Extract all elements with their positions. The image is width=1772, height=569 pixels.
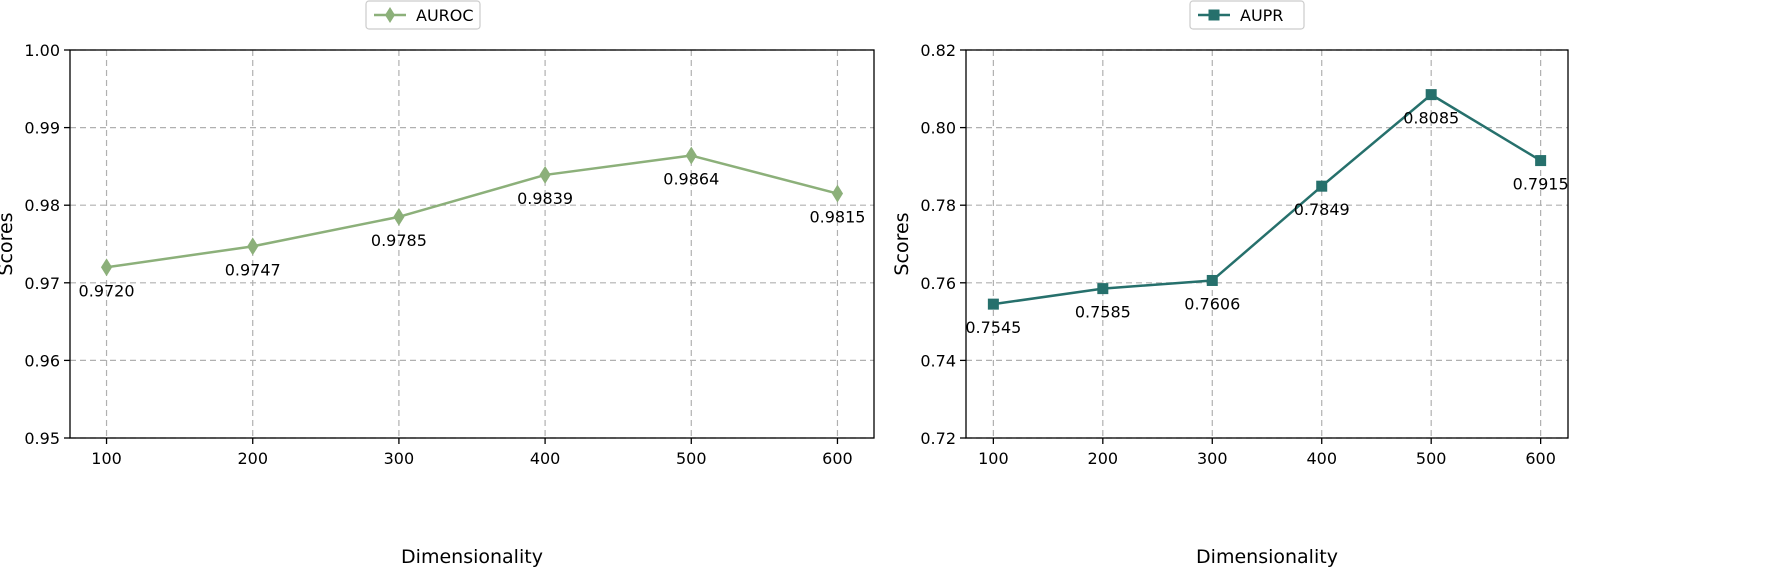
data-point xyxy=(1206,274,1218,286)
data-point xyxy=(539,165,551,184)
legend-marker xyxy=(1208,9,1220,21)
data-label: 0.7915 xyxy=(1513,175,1569,194)
x-axis-label: Dimensionality xyxy=(401,546,543,568)
x-tick-label: 500 xyxy=(1416,449,1447,468)
x-tick-label: 100 xyxy=(91,449,122,468)
plot-frame xyxy=(965,49,1569,439)
x-tick-label: 400 xyxy=(1306,449,1337,468)
x-axis-label: Dimensionality xyxy=(1196,546,1338,568)
y-tick-label: 0.72 xyxy=(920,429,956,448)
data-point xyxy=(831,184,844,203)
y-tick-label: 0.76 xyxy=(920,274,956,293)
series-line-aupr xyxy=(993,93,1542,306)
data-label: 0.7545 xyxy=(965,318,1021,337)
x-tick-label: 300 xyxy=(1197,449,1228,468)
data-label: 0.9815 xyxy=(809,208,865,227)
x-tick-label: 100 xyxy=(978,449,1009,468)
data-point xyxy=(1535,155,1547,167)
data-label: 0.9839 xyxy=(517,189,573,208)
legend-marker xyxy=(385,7,395,23)
y-tick-label: 0.78 xyxy=(920,196,956,215)
x-tick-label: 200 xyxy=(1088,449,1119,468)
data-label: 0.9720 xyxy=(79,281,135,300)
y-tick-label: 0.96 xyxy=(24,351,60,370)
data-point xyxy=(247,237,259,256)
legend-box xyxy=(365,0,481,30)
y-tick-label: 0.82 xyxy=(920,41,956,60)
y-tick-label: 0.98 xyxy=(24,196,60,215)
x-tick-label: 500 xyxy=(676,449,707,468)
y-tick-label: 0.74 xyxy=(920,351,956,370)
data-point xyxy=(685,146,697,165)
data-point xyxy=(1097,283,1109,295)
data-label: 0.7585 xyxy=(1075,303,1131,322)
legend-box xyxy=(1189,0,1305,30)
x-tick-label: 600 xyxy=(822,449,853,468)
y-tick-label: 0.80 xyxy=(920,119,956,138)
x-tick-label: 300 xyxy=(384,449,415,468)
y-tick-label: 0.97 xyxy=(24,274,60,293)
legend-label: AUROC xyxy=(416,6,474,25)
data-label: 0.7606 xyxy=(1184,294,1240,313)
data-point xyxy=(393,207,405,226)
data-label: 0.8085 xyxy=(1403,109,1459,128)
x-tick-label: 600 xyxy=(1525,449,1556,468)
y-tick-label: 1.00 xyxy=(24,41,60,60)
y-tick-label: 0.95 xyxy=(24,429,60,448)
data-label: 0.9747 xyxy=(225,260,281,279)
data-point xyxy=(987,298,999,310)
y-axis-label: Scores xyxy=(891,212,913,275)
x-tick-label: 200 xyxy=(237,449,268,468)
data-label: 0.7849 xyxy=(1294,200,1350,219)
data-label: 0.9785 xyxy=(371,231,427,250)
x-tick-label: 400 xyxy=(530,449,561,468)
data-point xyxy=(100,258,113,277)
auroc-panel: 100 200 300 400 500 600 0.95 0.96 0.97 0.98 0.99 1.… xyxy=(0,0,875,568)
data-label: 0.9864 xyxy=(663,170,719,189)
data-point xyxy=(1316,180,1328,192)
plot-frame xyxy=(69,49,875,439)
y-axis-label: Scores xyxy=(0,212,17,275)
series-line-auroc xyxy=(106,154,838,269)
data-point xyxy=(1425,89,1437,101)
aupr-panel: 100 200 300 400 500 600 0.72 0.74 0.76 0.78 0.80 0.… xyxy=(891,0,1569,568)
y-tick-label: 0.99 xyxy=(24,119,60,138)
legend-label: AUPR xyxy=(1240,6,1283,25)
